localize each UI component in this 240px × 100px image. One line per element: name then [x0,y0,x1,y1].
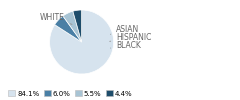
Text: ASIAN: ASIAN [111,25,139,34]
Wedge shape [55,16,82,42]
Wedge shape [63,11,82,42]
Text: WHITE: WHITE [40,12,72,24]
Wedge shape [73,10,82,42]
Legend: 84.1%, 6.0%, 5.5%, 4.4%: 84.1%, 6.0%, 5.5%, 4.4% [8,90,132,96]
Text: BLACK: BLACK [111,41,141,50]
Text: HISPANIC: HISPANIC [110,33,151,42]
Wedge shape [50,10,114,74]
